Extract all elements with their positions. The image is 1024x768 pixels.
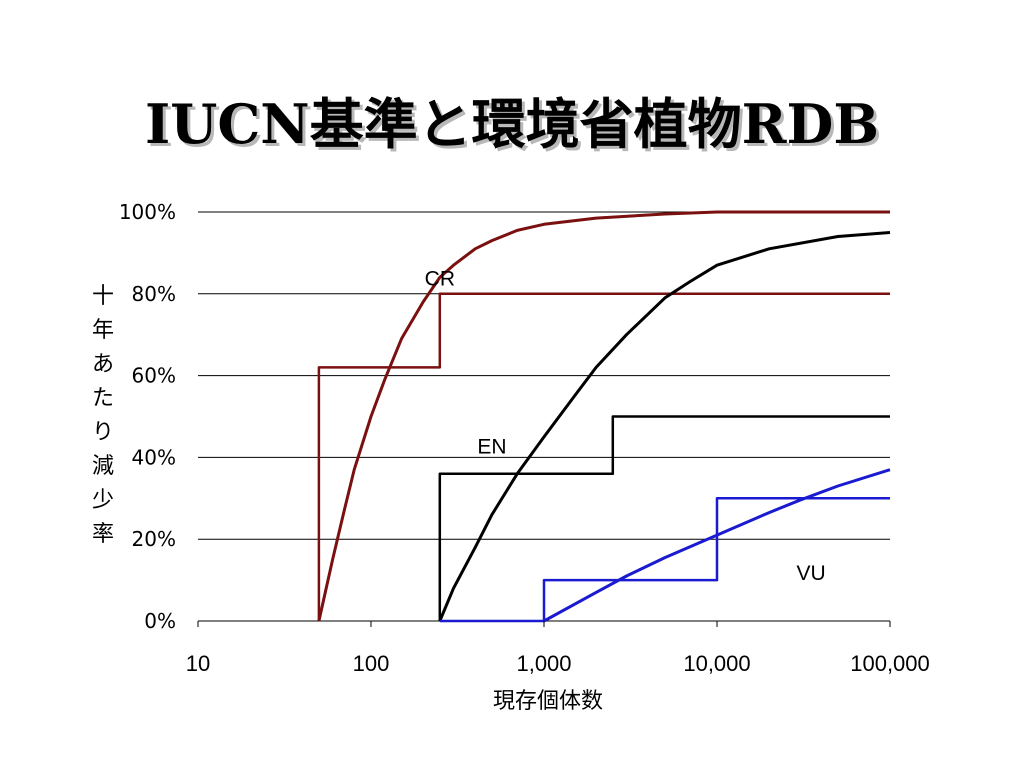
y-tick-label: 0% — [144, 609, 176, 633]
y-axis-title-char: あ — [92, 352, 114, 377]
y-tick-label: 20% — [132, 527, 176, 551]
series-cr-curve — [317, 210, 890, 622]
x-tick-label: 10,000 — [683, 651, 750, 676]
y-axis-title-char: た — [92, 386, 114, 411]
x-tick-label: 10 — [186, 651, 210, 676]
series-label-en: EN — [477, 435, 506, 458]
series-en-curve — [438, 231, 891, 622]
series-cr-step — [317, 292, 890, 621]
x-tick-label: 100,000 — [850, 651, 930, 676]
axis-layer: 0% 20% 40% 60% 80% 100% 10 100 1,000 10,000 100,00… — [119, 200, 930, 676]
slide-title: IUCN基準と環境省植物RDB — [144, 92, 880, 156]
y-axis-title-char: 少 — [92, 488, 114, 513]
label-layer: CR EN VU — [425, 268, 826, 585]
x-tick-label: 100 — [353, 651, 390, 676]
y-axis-title-char: 率 — [92, 522, 114, 547]
y-axis-title-char: 十 — [92, 284, 114, 309]
y-axis-title-char: り — [92, 420, 114, 445]
y-tick-label: 40% — [132, 445, 176, 469]
series-label-cr: CR — [425, 268, 455, 291]
y-tick-label: 100% — [119, 200, 176, 224]
y-tick-label: 60% — [132, 364, 176, 388]
x-axis-title: 現存個体数 — [493, 689, 603, 714]
y-axis-title-char: 年 — [92, 318, 114, 343]
y-axis-title-char: 減 — [92, 454, 114, 479]
x-tick-label: 1,000 — [516, 651, 571, 676]
series-en-step — [438, 415, 890, 621]
y-tick-label: 80% — [132, 282, 176, 306]
series-label-vu: VU — [797, 562, 826, 585]
series-layer — [317, 210, 891, 623]
series-vu-step — [542, 497, 890, 621]
